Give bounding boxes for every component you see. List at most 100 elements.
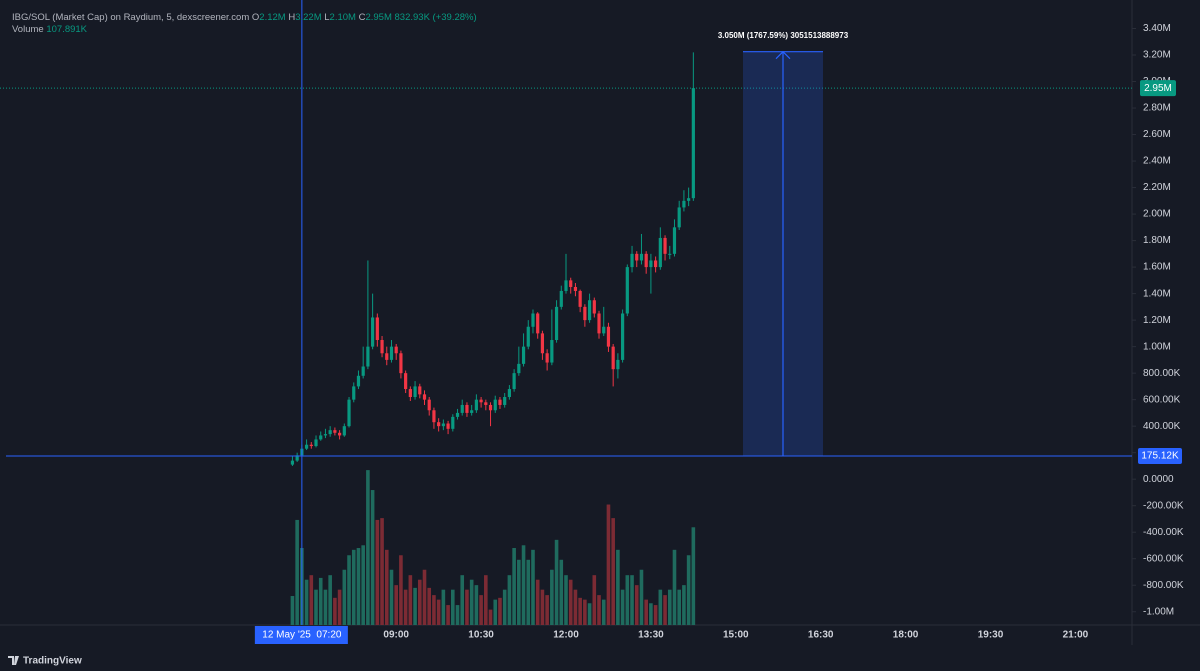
candle-body — [474, 399, 478, 411]
volume-bar — [554, 539, 559, 625]
volume-bar — [333, 597, 337, 625]
volume-bar — [682, 585, 686, 625]
y-tick-label: 600.00K — [1143, 394, 1181, 405]
candle-body — [578, 290, 582, 307]
volume-bar — [361, 545, 365, 625]
volume-bar — [314, 589, 318, 625]
volume-bar — [417, 579, 422, 625]
candle-body — [658, 237, 662, 268]
volume-bar — [691, 527, 696, 625]
candle-body — [526, 326, 530, 347]
candle-body — [470, 410, 474, 413]
candle-body — [333, 430, 337, 433]
x-tick-label: 12:00 — [553, 630, 579, 641]
crosshair-time-badge — [254, 626, 348, 644]
candle-body — [682, 200, 686, 208]
volume-bar — [550, 569, 554, 625]
candle-body — [554, 306, 559, 341]
candle-body — [663, 237, 667, 254]
volume-bar — [479, 595, 483, 625]
volume-bar — [469, 579, 474, 625]
volume-bar — [625, 575, 630, 625]
volume-bar — [512, 548, 516, 625]
volume-bar — [394, 585, 398, 625]
volume-bar — [667, 589, 672, 625]
volume-bar — [460, 575, 465, 625]
volume-bar — [422, 569, 427, 625]
candle-body — [654, 260, 658, 268]
candle-body — [394, 346, 398, 354]
x-tick-label: 10:30 — [468, 630, 494, 641]
volume-bar — [446, 605, 450, 625]
volume-bar — [484, 575, 488, 625]
candle-body — [587, 300, 592, 321]
volume-bar — [488, 609, 493, 625]
volume-bar — [601, 599, 606, 625]
legend-line: IBG/SOL (Market Cap) on Raydium, 5, dexs… — [12, 12, 477, 23]
volume-bar — [295, 519, 299, 625]
volume-bar — [592, 575, 597, 625]
volume-bar — [309, 575, 314, 625]
y-tick-label: 2.80M — [1143, 103, 1171, 114]
y-tick-label: 2.20M — [1143, 182, 1171, 193]
candle-body — [404, 373, 408, 390]
volume-bar — [649, 603, 653, 625]
candle-body — [408, 389, 412, 398]
volume-bar — [351, 549, 356, 625]
candle-body — [314, 439, 318, 447]
candles — [290, 52, 695, 466]
candle-body — [319, 435, 323, 440]
last-price-label: 2.95M — [1144, 83, 1172, 94]
volume-bar — [630, 575, 634, 625]
candle-body — [550, 340, 554, 363]
volume-bar — [620, 589, 625, 625]
candle-body — [616, 359, 620, 370]
candle-body — [488, 404, 493, 411]
y-tick-label: 800.00K — [1143, 368, 1181, 379]
volume-bar — [427, 587, 432, 625]
x-tick-label: 16:30 — [808, 630, 834, 641]
candle-body — [512, 373, 516, 390]
chart-title: IBG/SOL (Market Cap) on Raydium, 5, dexs… — [12, 12, 249, 23]
candle-body — [389, 346, 394, 360]
y-tick-label: -800.00K — [1143, 580, 1184, 591]
candle-body — [540, 333, 545, 354]
candle-body — [592, 300, 596, 314]
candle-body — [422, 394, 427, 400]
y-tick-label: 2.40M — [1143, 156, 1171, 167]
volume-bar — [455, 605, 460, 625]
x-tick-label: 13:30 — [638, 630, 664, 641]
y-tick-label: -400.00K — [1143, 527, 1184, 538]
candle-body — [323, 434, 328, 436]
volume-bar — [639, 569, 644, 625]
volume-bar — [634, 585, 639, 625]
ohlc-key: L — [324, 12, 329, 23]
candle-body — [597, 313, 601, 334]
volume-bar — [677, 589, 681, 625]
volume-legend: Volume 107.891K — [12, 24, 88, 35]
y-tick-label: 1.40M — [1143, 288, 1171, 299]
candle-body — [309, 444, 313, 447]
volume-bar — [540, 589, 545, 625]
candle-body — [465, 404, 469, 413]
candle-body — [611, 346, 615, 370]
volume-bar — [451, 589, 455, 625]
candle-body — [342, 426, 346, 436]
volume-bar — [507, 575, 512, 625]
y-tick-label: -1.00M — [1143, 606, 1174, 617]
volume-name: Volume — [12, 24, 44, 35]
candle-body — [380, 340, 384, 354]
volume-bar — [526, 559, 531, 625]
crosshair-price-badge — [1138, 447, 1182, 464]
volume-bar — [521, 545, 526, 625]
volume-bar — [290, 596, 295, 625]
crosshair-price-label: 175.12K — [1141, 451, 1179, 462]
candle-body — [347, 399, 351, 427]
volume-bar — [653, 605, 658, 625]
candle-body — [446, 423, 450, 429]
candle-body — [573, 286, 578, 291]
ohlc-value: 3.22M — [295, 12, 321, 23]
volume-bar — [493, 599, 498, 625]
